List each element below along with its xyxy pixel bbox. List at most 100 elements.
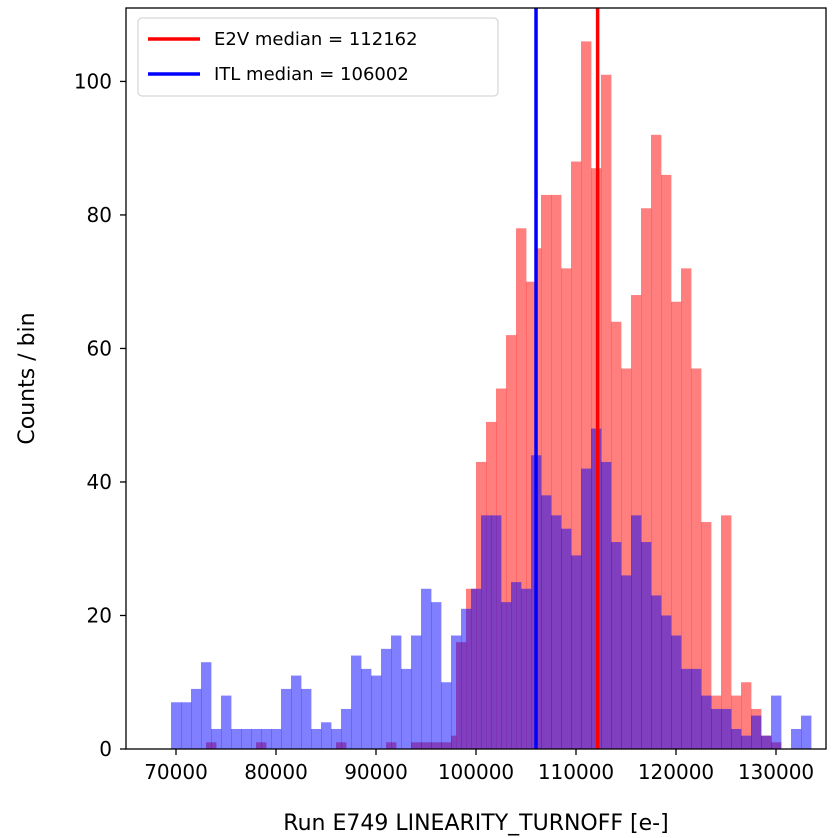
itl-bar xyxy=(191,688,202,749)
e2v-bar xyxy=(681,268,692,749)
e2v-bar xyxy=(611,321,622,749)
itl-bar xyxy=(621,575,632,749)
itl-bar xyxy=(281,688,292,749)
itl-bar xyxy=(471,588,482,749)
itl-bar xyxy=(741,735,752,749)
itl-bar xyxy=(371,675,382,749)
itl-bar xyxy=(671,635,682,749)
y-axis-label: Counts / bin xyxy=(15,312,40,444)
e2v-bar xyxy=(701,522,712,749)
itl-bar xyxy=(171,702,182,749)
e2v-bar xyxy=(516,228,527,750)
itl-bar xyxy=(211,728,222,749)
y-tick-label: 0 xyxy=(99,737,112,761)
itl-bar xyxy=(691,668,702,749)
itl-bar xyxy=(701,695,712,749)
itl-bar xyxy=(321,722,332,749)
itl-bar xyxy=(611,542,622,749)
itl-bar xyxy=(411,635,422,749)
itl-bar xyxy=(271,728,282,749)
legend-label: ITL median = 106002 xyxy=(214,64,409,85)
itl-bar xyxy=(291,675,302,749)
itl-bar xyxy=(711,708,722,749)
itl-bar xyxy=(241,728,252,749)
itl-bar xyxy=(341,708,352,749)
itl-bar xyxy=(601,461,612,749)
e2v-bar xyxy=(691,368,702,749)
itl-bar xyxy=(651,595,662,749)
itl-bar xyxy=(261,728,272,749)
itl-bar xyxy=(571,555,582,749)
legend-box xyxy=(137,17,499,97)
itl-bar xyxy=(361,668,372,749)
x-tick-label: 80000 xyxy=(244,760,308,784)
itl-bar xyxy=(581,468,592,749)
itl-bar xyxy=(751,715,762,749)
itl-bar xyxy=(421,588,432,749)
itl-bar xyxy=(661,615,672,749)
e2v-bar xyxy=(561,268,572,749)
e2v-bar xyxy=(741,682,752,749)
y-tick-label: 100 xyxy=(74,69,112,93)
itl-bar xyxy=(501,602,512,749)
itl-bar xyxy=(541,495,552,749)
itl-bar xyxy=(641,542,652,749)
itl-bar xyxy=(181,702,192,749)
itl-bar xyxy=(451,635,462,749)
itl-bar xyxy=(231,728,242,749)
e2v-bar xyxy=(731,695,742,749)
itl-bar xyxy=(331,728,342,749)
x-tick-label: 120000 xyxy=(638,760,714,784)
itl-bar xyxy=(681,668,692,749)
itl-bar xyxy=(431,602,442,749)
itl-bar xyxy=(761,735,772,749)
itl-bar xyxy=(311,728,322,749)
itl-bar xyxy=(401,668,412,749)
itl-bar xyxy=(791,728,802,749)
itl-bar xyxy=(801,715,812,749)
x-tick-label: 90000 xyxy=(344,760,408,784)
itl-bar xyxy=(561,528,572,749)
itl-bar xyxy=(251,728,262,749)
itl-bar xyxy=(771,695,782,749)
e2v-bar xyxy=(641,208,652,749)
itl-bar xyxy=(481,515,492,749)
axis-ticks: 70000 80000 90000 100000 110000 120000 130000 0… xyxy=(74,69,814,784)
x-axis-label: Run E749 LINEARITY_TURNOFF [e-] xyxy=(283,811,668,836)
itl-bar xyxy=(731,728,742,749)
e2v-bar xyxy=(651,134,662,750)
e2v-bar xyxy=(721,515,732,749)
median-lines-layer xyxy=(534,8,600,749)
e2v-bar xyxy=(551,194,562,750)
itl-bar xyxy=(521,588,532,749)
itl-bar xyxy=(511,582,522,749)
itl-bar xyxy=(381,648,392,749)
x-tick-label: 100000 xyxy=(438,760,514,784)
itl-bar xyxy=(221,695,232,749)
itl-bar xyxy=(721,708,732,749)
itl-bar xyxy=(461,608,472,749)
y-tick-label: 40 xyxy=(87,470,112,494)
e2v-bar xyxy=(571,161,582,750)
x-tick-label: 70000 xyxy=(144,760,208,784)
x-tick-label: 130000 xyxy=(738,760,814,784)
y-tick-label: 60 xyxy=(87,336,112,360)
legend: E2V median = 112162 ITL median = 106002 xyxy=(137,17,499,97)
e2v-bar xyxy=(506,335,517,749)
itl-bar xyxy=(631,515,642,749)
legend-label: E2V median = 112162 xyxy=(214,29,418,50)
itl-bar xyxy=(551,515,562,749)
e2v-bar xyxy=(601,74,612,749)
bars-layer xyxy=(171,41,812,750)
itl-bar xyxy=(351,655,362,749)
itl-bar xyxy=(201,662,212,749)
e2v-bar xyxy=(541,194,552,750)
itl-bar xyxy=(391,635,402,749)
y-tick-label: 20 xyxy=(87,603,112,627)
y-tick-label: 80 xyxy=(87,203,112,227)
e2v-bar xyxy=(661,174,672,749)
e2v-bar xyxy=(671,301,682,749)
itl-bar xyxy=(301,688,312,749)
itl-bar xyxy=(491,515,502,749)
